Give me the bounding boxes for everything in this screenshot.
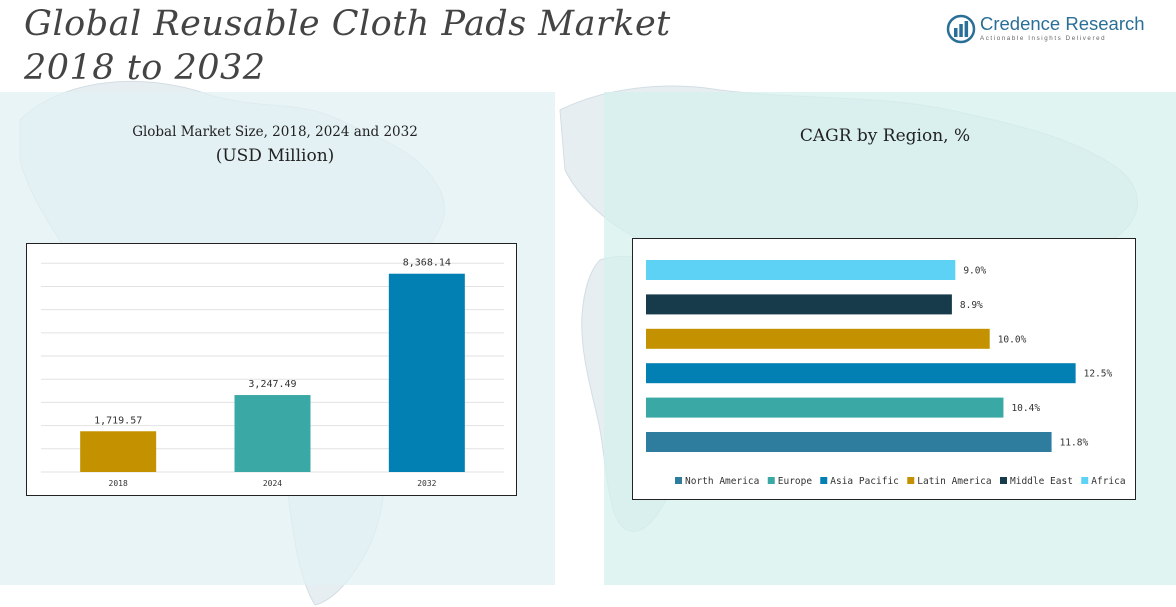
hbar-middle-east bbox=[646, 294, 952, 315]
market-size-chart-frame: 1,719.57 2018 3,247.49 2024 8,368.14 2032 bbox=[26, 243, 517, 496]
legend-swatch-asia-pacific bbox=[820, 477, 828, 484]
hbar-latin-america bbox=[646, 328, 990, 349]
bar-value-label-2018: 1,719.57 bbox=[94, 415, 142, 426]
brand-logo: Credence Research Actionable Insights De… bbox=[946, 12, 1146, 46]
legend-swatch-latin-america bbox=[907, 477, 915, 484]
legend-item-africa: Africa bbox=[1091, 476, 1125, 487]
legend-swatch-north-america bbox=[675, 477, 682, 484]
bar-chart-logo-icon bbox=[946, 14, 976, 44]
market-size-bar-chart: 1,719.57 2018 3,247.49 2024 8,368.14 2032 bbox=[41, 258, 504, 488]
x-tick-label-2024: 2024 bbox=[263, 479, 282, 488]
bar-2032 bbox=[388, 273, 465, 472]
bar-chart-title: Global Market Size, 2018, 2024 and 2032 bbox=[132, 124, 418, 140]
legend-swatch-europe bbox=[767, 477, 775, 484]
legend: North America Europe Asia Pacific Latin Ame… bbox=[675, 476, 1126, 487]
bar-value-label-2032: 8,368.14 bbox=[403, 258, 451, 269]
page-title-line2: 2018 to 2032 bbox=[24, 48, 266, 88]
legend-item-asia-pacific: Asia Pacific bbox=[830, 476, 899, 487]
bar-chart-subtitle: (USD Million) bbox=[215, 146, 335, 166]
hbar-africa bbox=[646, 260, 956, 280]
legend-item-europe: Europe bbox=[778, 476, 813, 487]
hbar-value-label-north-america: 11.8% bbox=[1060, 438, 1089, 449]
hbar-value-label-africa: 9.0% bbox=[963, 266, 986, 277]
legend-swatch-africa bbox=[1081, 477, 1089, 484]
hbar-value-label-asia-pacific: 12.5% bbox=[1084, 369, 1113, 380]
legend-item-middle-east: Middle East bbox=[1010, 476, 1073, 487]
bar-value-label-2024: 3,247.49 bbox=[248, 379, 296, 390]
brand-tagline: Actionable Insights Delivered bbox=[980, 35, 1107, 42]
brand-name: Credence Research bbox=[980, 13, 1145, 34]
page-title: Global Reusable Cloth Pads Market 2018 t… bbox=[24, 2, 671, 90]
page-title-line1: Global Reusable Cloth Pads Market bbox=[24, 4, 671, 44]
x-tick-label-2032: 2032 bbox=[417, 479, 436, 488]
hbar-chart-title: CAGR by Region, % bbox=[799, 126, 971, 146]
hbar-value-label-latin-america: 10.0% bbox=[998, 334, 1027, 345]
legend-item-north-america: North America bbox=[685, 476, 759, 487]
bar-2018 bbox=[80, 431, 157, 472]
x-tick-label-2018: 2018 bbox=[109, 479, 128, 488]
hbar-asia-pacific bbox=[646, 363, 1076, 384]
cagr-by-region-bar-chart: 11.8% 10.4% 12.5% 10.0% 8.9% 9.0% North Americ… bbox=[646, 260, 1126, 487]
cagr-chart-frame: 11.8% 10.4% 12.5% 10.0% 8.9% 9.0% North Americ… bbox=[632, 238, 1136, 500]
legend-item-latin-america: Latin America bbox=[917, 476, 991, 487]
bar-2024 bbox=[234, 395, 311, 472]
hbar-value-label-middle-east: 8.9% bbox=[960, 300, 983, 311]
hbar-north-america bbox=[646, 432, 1052, 452]
hbar-value-label-europe: 10.4% bbox=[1011, 403, 1040, 414]
hbar-europe bbox=[646, 397, 1004, 418]
legend-swatch-middle-east bbox=[1000, 477, 1007, 484]
